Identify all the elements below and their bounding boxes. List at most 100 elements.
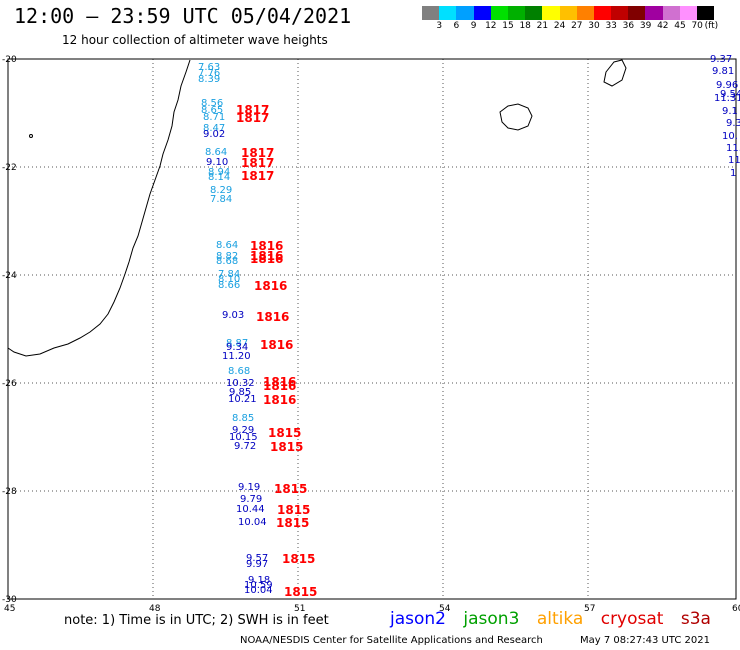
swh-value: 11.31 [714, 93, 740, 104]
swh-value: 10.04 [244, 585, 273, 596]
legend-swatch [542, 6, 560, 20]
swh-value: 8.39 [198, 74, 220, 85]
legend-label: 45 [674, 21, 686, 31]
swh-value: 9.79 [240, 494, 262, 505]
lat-lon-grid [7, 58, 737, 600]
pass-time-label: 1815 [276, 516, 309, 530]
legend-label: 3 [436, 21, 443, 31]
pass-time-label: 1816 [263, 393, 296, 407]
lon-tick-label: 45 [4, 604, 15, 614]
legend-label: 42 [657, 21, 669, 31]
legend-label: (ft) [704, 21, 719, 31]
swh-value: 9.18 [248, 575, 270, 586]
longitude-axis-labels: 45 48 51 54 57 60 [4, 604, 740, 614]
pass-time-label: 1816 [250, 239, 283, 253]
swh-value: 8.10 [218, 274, 240, 285]
swh-value: 8.14 [208, 172, 230, 183]
mauritius-island [603, 59, 627, 87]
legend-label: 36 [622, 21, 635, 31]
swh-value: 11 [728, 155, 740, 166]
map-title: 12:00 – 23:59 UTC 05/04/2021 [14, 4, 352, 28]
legend-swatch [473, 6, 491, 20]
swh-value: 7.63 [198, 62, 220, 73]
lat-tick-label: -24 [2, 271, 17, 281]
legend-swatch [593, 6, 612, 20]
sat-s3a: s3a [680, 609, 711, 629]
swh-value: 8.29 [210, 185, 232, 196]
lat-tick-label: -22 [2, 163, 17, 173]
swh-value: 9.34 [226, 342, 248, 353]
pass-time-label: 1816 [254, 279, 287, 293]
pass-time-labels: 1817181718171817181718161816181618161816… [236, 103, 317, 599]
swh-value: 10.21 [228, 394, 257, 405]
swh-value: 7.84 [218, 269, 240, 280]
swh-value: 9.3 [726, 118, 740, 129]
legend-swatch [662, 6, 680, 20]
swh-value: 1 [730, 168, 736, 179]
swh-value: 10.32 [226, 378, 255, 389]
legend-label: 9 [470, 21, 477, 31]
legend-swatch [439, 6, 457, 20]
swh-value: 11. [726, 143, 740, 154]
legend-swatch [576, 6, 594, 20]
swh-value: 10.59 [244, 580, 273, 591]
lon-tick-label: 57 [584, 604, 595, 614]
wave-height-values: 7.637.768.398.568.658.718.479.028.649.10… [198, 54, 740, 596]
pass-time-label: 1816 [260, 338, 293, 352]
lon-tick-label: 51 [294, 604, 305, 614]
pass-time-label: 1816 [263, 379, 296, 393]
swh-value: 9.96 [716, 80, 738, 91]
swh-value: 10.15 [229, 432, 258, 443]
pass-time-label: 1817 [241, 156, 274, 170]
swh-value: 9.57 [246, 553, 268, 564]
swh-value: 9.29 [232, 425, 254, 436]
legend-swatch [679, 6, 697, 20]
lat-tick-label: -28 [2, 487, 17, 497]
legend-label: 21 [536, 21, 549, 31]
swh-value: 8.87 [226, 338, 248, 349]
legend-label: 39 [639, 21, 652, 31]
pass-time-label: 1816 [250, 249, 283, 263]
coastline [7, 59, 627, 357]
swh-value: 8.68 [228, 366, 250, 377]
pass-time-label: 1817 [236, 103, 269, 117]
legend-label: 15 [502, 21, 514, 31]
swh-value: 8.85 [232, 413, 254, 424]
legend-swatch [559, 6, 577, 20]
pass-time-label: 1815 [268, 426, 301, 440]
pass-time-label: 1816 [263, 375, 296, 389]
pass-time-label: 1815 [274, 482, 307, 496]
legend-label: 70 [691, 21, 703, 31]
reunion-island [499, 103, 533, 131]
swh-value: 7.76 [198, 68, 220, 79]
legend-label: 27 [571, 21, 583, 31]
swh-value: 10.04 [238, 517, 267, 528]
legend-swatch [611, 6, 629, 20]
small-island [29, 134, 33, 138]
pass-time-label: 1816 [256, 310, 289, 324]
swh-value: 8.56 [201, 98, 223, 109]
lat-tick-label: -26 [2, 379, 17, 389]
legend-label: 6 [453, 21, 460, 31]
swh-value: 9.85 [229, 387, 251, 398]
swh-value: 11.20 [222, 351, 251, 362]
map-frame [7, 58, 737, 600]
legend-swatch [490, 6, 508, 20]
legend-label: 24 [553, 21, 566, 31]
swh-value: 7.84 [210, 194, 232, 205]
legend-label: 30 [588, 21, 600, 31]
swh-value: 9.81 [712, 66, 734, 77]
swh-value: 8.64 [205, 147, 227, 158]
lon-tick-label: 60 [732, 604, 740, 614]
pass-time-label: 1815 [284, 585, 317, 599]
swh-value: 8.68 [216, 256, 238, 267]
legend-swatch [645, 6, 663, 20]
madagascar-coastline [7, 59, 191, 357]
swh-value: 8.65 [201, 105, 223, 116]
pass-time-label: 1817 [241, 169, 274, 183]
lon-tick-label: 48 [149, 604, 161, 614]
units-note: note: 1) Time is in UTC; 2) SWH is in fe… [64, 613, 329, 628]
map-subtitle: 12 hour collection of altimeter wave hei… [62, 33, 328, 47]
sat-jason3: jason3 [463, 609, 520, 629]
latitude-axis-labels: -20 -22 -24 -26 -28 -30 [2, 55, 17, 605]
